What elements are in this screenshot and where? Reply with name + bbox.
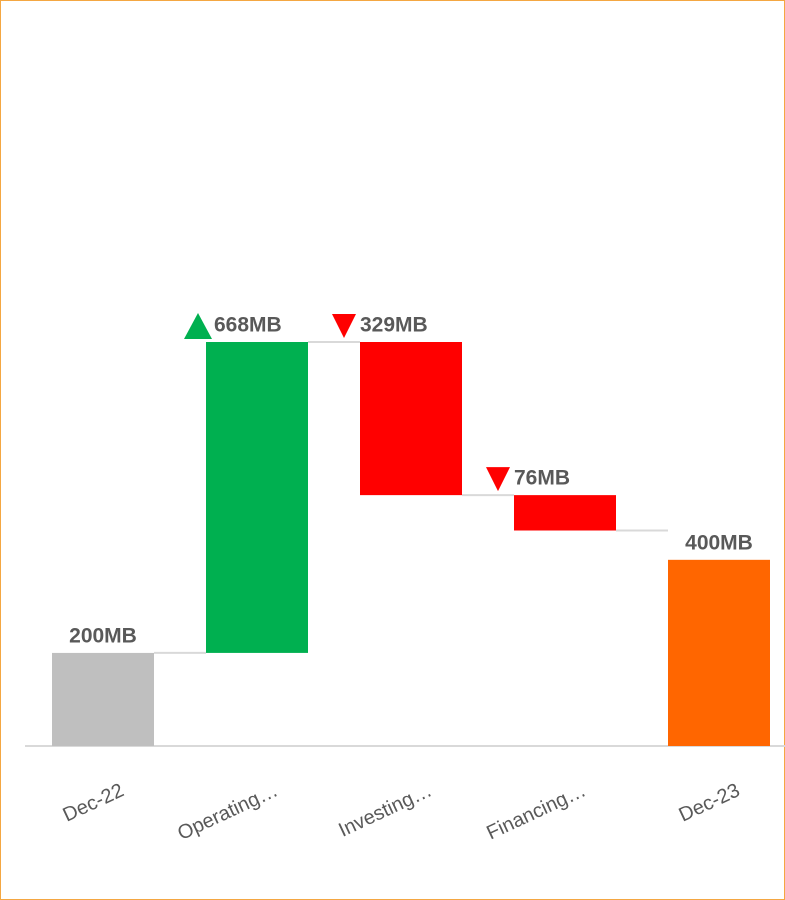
bar xyxy=(668,559,770,746)
bar xyxy=(52,652,154,746)
value-label: 329MB xyxy=(360,314,428,337)
down-arrow xyxy=(332,314,356,338)
value-label: 668MB xyxy=(214,314,282,337)
x-tick-label: Dec-23 xyxy=(676,779,744,826)
down-arrow xyxy=(486,467,510,492)
value-label: 400MB xyxy=(685,531,753,554)
value-label: 76MB xyxy=(514,467,570,490)
up-arrow xyxy=(184,313,212,339)
x-tick-label: Financing… xyxy=(483,779,589,844)
bar xyxy=(360,342,462,496)
bar xyxy=(514,495,616,531)
x-tick-label: Investing… xyxy=(335,779,435,841)
bar xyxy=(206,342,308,653)
value-label: 200MB xyxy=(69,624,137,647)
x-tick-label: Dec-22 xyxy=(60,779,128,826)
x-tick-label: Operating… xyxy=(174,779,281,845)
